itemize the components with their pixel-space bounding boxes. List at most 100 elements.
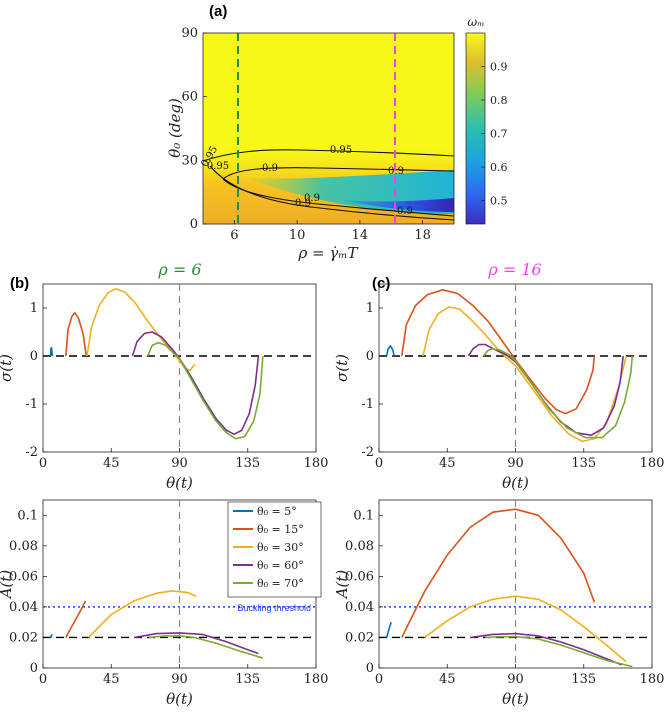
colorbar-tick-label: 0.5 — [490, 195, 508, 208]
legend-entry: θ₀ = 30° — [257, 541, 304, 554]
heatmap-ticks: 6 10 14 18 0 30 60 90 — [181, 26, 430, 243]
series-line-theta0-30 — [422, 306, 627, 443]
panel-label-a: (a) — [209, 3, 227, 20]
series-line-theta0-5 — [49, 347, 54, 357]
xtick-label: 90 — [507, 672, 524, 687]
contour-label: 0.9 — [388, 166, 404, 177]
colorbar-tick-label: 0.7 — [490, 128, 508, 141]
colorbar-tick-label: 0.6 — [490, 161, 508, 174]
panel-label-b: (b) — [10, 275, 29, 292]
xlabel: θ(t) — [502, 690, 529, 708]
amplitude-panel-rho16: 0 45 90 135 180 0 0.02 0.04 0.06 0.08 0.1 θ(t) A(t) — [333, 499, 664, 708]
ytick-label: 0.08 — [9, 539, 38, 554]
series-line-theta0-15 — [401, 289, 596, 415]
xtick-label: 0 — [39, 672, 47, 687]
legend-entry: θ₀ = 70° — [257, 577, 304, 590]
colorbar-label: ωₘ — [467, 15, 484, 29]
contour-label: 0.95 — [207, 161, 229, 172]
ytick-label: 0.1 — [353, 508, 374, 523]
panel-c-title: ρ = 16 — [487, 260, 541, 279]
heatmap-field — [203, 33, 454, 224]
xtick-label: 90 — [507, 456, 524, 471]
ytick-label: -1 — [25, 397, 38, 412]
series-line-theta0-70 — [146, 341, 264, 440]
heatmap-blue-core — [340, 198, 454, 212]
series-line-theta0-60 — [469, 632, 622, 666]
xtick-label: 45 — [439, 456, 456, 471]
series-line-theta0-15 — [65, 600, 87, 638]
ylabel: A(t) — [333, 570, 351, 601]
series-line-theta0-60 — [133, 632, 259, 655]
xlabel: θ(t) — [166, 690, 193, 708]
xtick-label: 180 — [304, 672, 329, 687]
ytick-label: 0 — [366, 349, 374, 364]
ytick-label: 0.04 — [345, 600, 374, 615]
contour-label: 0.9 — [304, 193, 320, 204]
ytick-label: 0 — [30, 661, 38, 676]
legend: θ₀ = 5° θ₀ = 15° θ₀ = 30° θ₀ = 60° θ₀ = 70° — [227, 501, 322, 598]
ytick-label: 0 — [366, 661, 374, 676]
series-line-theta0-30 — [87, 590, 197, 639]
heatmap-panel: 0.950.9 0.90.950.90.90.90.95 6 10 14 1803060… — [166, 3, 508, 262]
contour-label: 0.9 — [295, 198, 311, 209]
xtick-label: 90 — [171, 456, 188, 471]
xtick-label: 180 — [640, 672, 664, 687]
series-line-theta0-5 — [385, 345, 395, 357]
contour-label: 0.9 — [262, 163, 278, 174]
contour-label: 0.9 — [397, 206, 413, 217]
series-line-theta0-60 — [131, 331, 260, 435]
legend-entry: θ₀ = 60° — [257, 559, 304, 572]
xtick-label: 180 — [640, 456, 664, 471]
ytick-label: 0.06 — [345, 569, 374, 584]
ytick-label: 0.06 — [9, 569, 38, 584]
series-line-theta0-15 — [65, 312, 87, 357]
xtick-label: 0 — [375, 672, 383, 687]
heatmap-ytick-label: 30 — [181, 153, 198, 168]
xtick-label: 135 — [235, 672, 260, 687]
legend-entry: θ₀ = 5° — [257, 505, 297, 518]
legend-entry: θ₀ = 15° — [257, 523, 304, 536]
series-line-theta0-70 — [482, 348, 634, 439]
ytick-label: 0.08 — [345, 539, 374, 554]
ylabel: A(t) — [0, 570, 15, 601]
heatmap-xtick-label: 14 — [352, 228, 369, 243]
heatmap-xlabel: ρ = γ̇ₘT — [297, 244, 358, 262]
xtick-label: 135 — [571, 672, 596, 687]
heatmap-ytick-label: 90 — [181, 26, 198, 41]
ylabel: σ(t) — [0, 354, 15, 382]
colorbar — [465, 32, 486, 225]
xlabel: θ(t) — [166, 474, 193, 492]
xlabel: θ(t) — [502, 474, 529, 492]
series-line-theta0-15 — [401, 508, 596, 638]
xtick-label: 0 — [375, 456, 383, 471]
series-line-theta0-70 — [485, 635, 633, 668]
xtick-label: 0 — [39, 456, 47, 471]
series-line-theta0-5 — [385, 621, 392, 638]
contour-label: 0.95 — [330, 145, 352, 156]
heatmap-ylabel: θ₀ (deg) — [166, 98, 184, 158]
panel-label-c: (c) — [372, 275, 390, 292]
contour-095-lower — [209, 165, 454, 221]
xtick-label: 180 — [304, 456, 329, 471]
xtick-label: 90 — [171, 672, 188, 687]
contour-095-upper — [203, 149, 454, 162]
ytick-label: 0 — [30, 349, 38, 364]
series-line-theta0-70 — [149, 635, 264, 659]
ytick-label: 0.1 — [17, 508, 38, 523]
heatmap-xtick-label: 6 — [230, 228, 238, 243]
sigma-panel-rho16: 0 45 90 135 180 -2 -1 0 1 θ(t) σ(t) — [333, 283, 664, 492]
xtick-label: 45 — [103, 672, 120, 687]
ylabel: σ(t) — [333, 354, 351, 382]
sigma-panel-rho6: 0 45 90 135 180 -2 -1 0 1 θ(t) σ(t) — [0, 283, 329, 492]
ytick-label: -2 — [361, 445, 374, 460]
series-line-theta0-30 — [424, 595, 627, 663]
panel-b-title: ρ = 6 — [157, 260, 201, 279]
heatmap-ytick-label: 0 — [190, 217, 198, 232]
xtick-label: 45 — [439, 672, 456, 687]
colorbar-tick-label: 0.8 — [490, 94, 508, 107]
ytick-label: 0.02 — [345, 630, 374, 645]
ytick-label: 1 — [366, 301, 374, 316]
ytick-label: 0.02 — [9, 630, 38, 645]
buckling-threshold-label: Buckling threshold — [237, 603, 311, 613]
